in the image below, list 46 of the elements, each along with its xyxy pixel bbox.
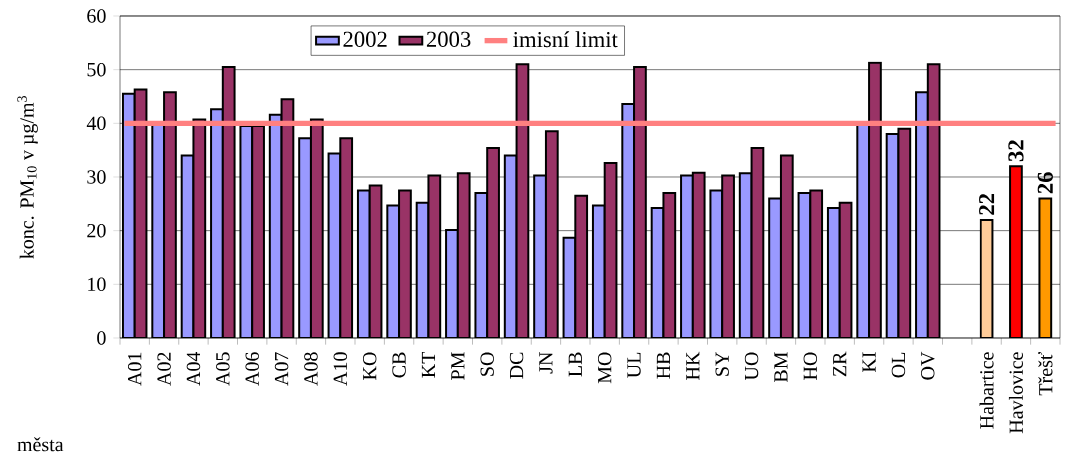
x-tick-label: A04 bbox=[186, 351, 201, 386]
x-tick-label: A01 bbox=[127, 352, 142, 386]
x-tick-label: MO bbox=[597, 352, 612, 384]
y-tick-label: 0 bbox=[97, 331, 106, 345]
x-tick-label: SO bbox=[480, 352, 494, 376]
x-tick-label: KT bbox=[421, 351, 435, 378]
x-tick-label: UL bbox=[627, 352, 641, 378]
y-axis-title: konc. PM$_{10}$ v µg/m$^{3}$ bbox=[17, 96, 38, 259]
x-tick-label: A02 bbox=[157, 352, 171, 386]
data-label: 26 bbox=[1037, 172, 1053, 194]
x-tick-label: OV bbox=[921, 351, 935, 380]
x-tick-label: KI bbox=[862, 352, 876, 373]
x-tick-label: PM bbox=[451, 352, 465, 380]
x-tick-label: HO bbox=[803, 352, 818, 380]
x-tick-label: JN bbox=[539, 352, 553, 374]
x-tick-label: OL bbox=[891, 352, 906, 378]
x-tick-label: KO bbox=[362, 352, 377, 380]
x-tick-label: ZR bbox=[833, 351, 847, 377]
x-tick-label: UO bbox=[744, 352, 759, 381]
x-tick-label: Havlovice bbox=[1008, 352, 1023, 434]
x-tick-label: A05 bbox=[216, 352, 230, 386]
y-tick-label: 60 bbox=[87, 9, 106, 23]
legend-label: imisní limit bbox=[513, 31, 618, 48]
x-tick-label: DC bbox=[509, 352, 524, 379]
x-tick-label: A07 bbox=[274, 352, 289, 386]
x-tick-label: CB bbox=[392, 352, 406, 378]
x-tick-label: SY bbox=[715, 352, 729, 376]
data-label: 32 bbox=[1008, 140, 1024, 162]
x-tick-label: HK bbox=[686, 351, 700, 380]
x-tick-label: BM bbox=[774, 352, 788, 383]
x-tick-label: A08 bbox=[304, 352, 318, 386]
legend-label: 2002 bbox=[343, 31, 387, 47]
data-label: 22 bbox=[979, 193, 995, 215]
y-tick-label: 40 bbox=[86, 116, 106, 131]
x-tick-label: Habartice bbox=[979, 352, 994, 429]
y-tick-label: 10 bbox=[88, 277, 106, 292]
y-tick-label: 30 bbox=[87, 170, 106, 184]
x-tick-label: HB bbox=[656, 352, 671, 379]
legend-label: 2003 bbox=[426, 31, 471, 47]
y-tick-label: 20 bbox=[87, 223, 106, 238]
x-tick-label: A06 bbox=[245, 352, 259, 386]
x-axis-title: města bbox=[17, 437, 64, 452]
x-tick-label: A10 bbox=[333, 352, 348, 386]
x-tick-label: Třešť bbox=[1038, 351, 1053, 396]
y-tick-label: 50 bbox=[87, 62, 106, 77]
x-tick-label: LB bbox=[568, 352, 582, 377]
